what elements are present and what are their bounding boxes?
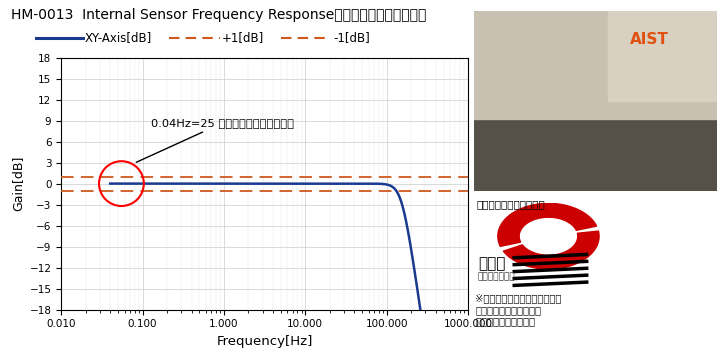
- Text: HM-0013  Internal Sensor Frequency Response（実加振によるデータ）: HM-0013 Internal Sensor Frequency Respon…: [11, 8, 426, 22]
- Bar: [474, 119, 717, 191]
- Bar: [608, 11, 717, 101]
- Text: ※本情報は、国立研究開発法人
産業技術総合研究所での
受託研究の成果です。: ※本情報は、国立研究開発法人 産業技術総合研究所での 受託研究の成果です。: [475, 293, 562, 327]
- Text: の研究成果活用: の研究成果活用: [478, 273, 516, 282]
- Y-axis label: Gain[dB]: Gain[dB]: [11, 156, 24, 211]
- Text: XY-Axis[dB]: XY-Axis[dB]: [85, 31, 152, 44]
- Bar: [474, 11, 717, 119]
- Polygon shape: [498, 203, 597, 246]
- Text: 産総研での加振試験風景: 産総研での加振試験風景: [477, 199, 545, 209]
- Polygon shape: [503, 231, 599, 269]
- Text: 産総研: 産総研: [478, 256, 505, 271]
- Text: -1[dB]: -1[dB]: [333, 31, 370, 44]
- X-axis label: Frequency[Hz]: Frequency[Hz]: [217, 335, 312, 348]
- Text: AIST: AIST: [629, 32, 668, 48]
- Text: +1[dB]: +1[dB]: [222, 31, 264, 44]
- Text: 0.04Hz=25 秒周期の応答を確認済み: 0.04Hz=25 秒周期の応答を確認済み: [136, 118, 294, 162]
